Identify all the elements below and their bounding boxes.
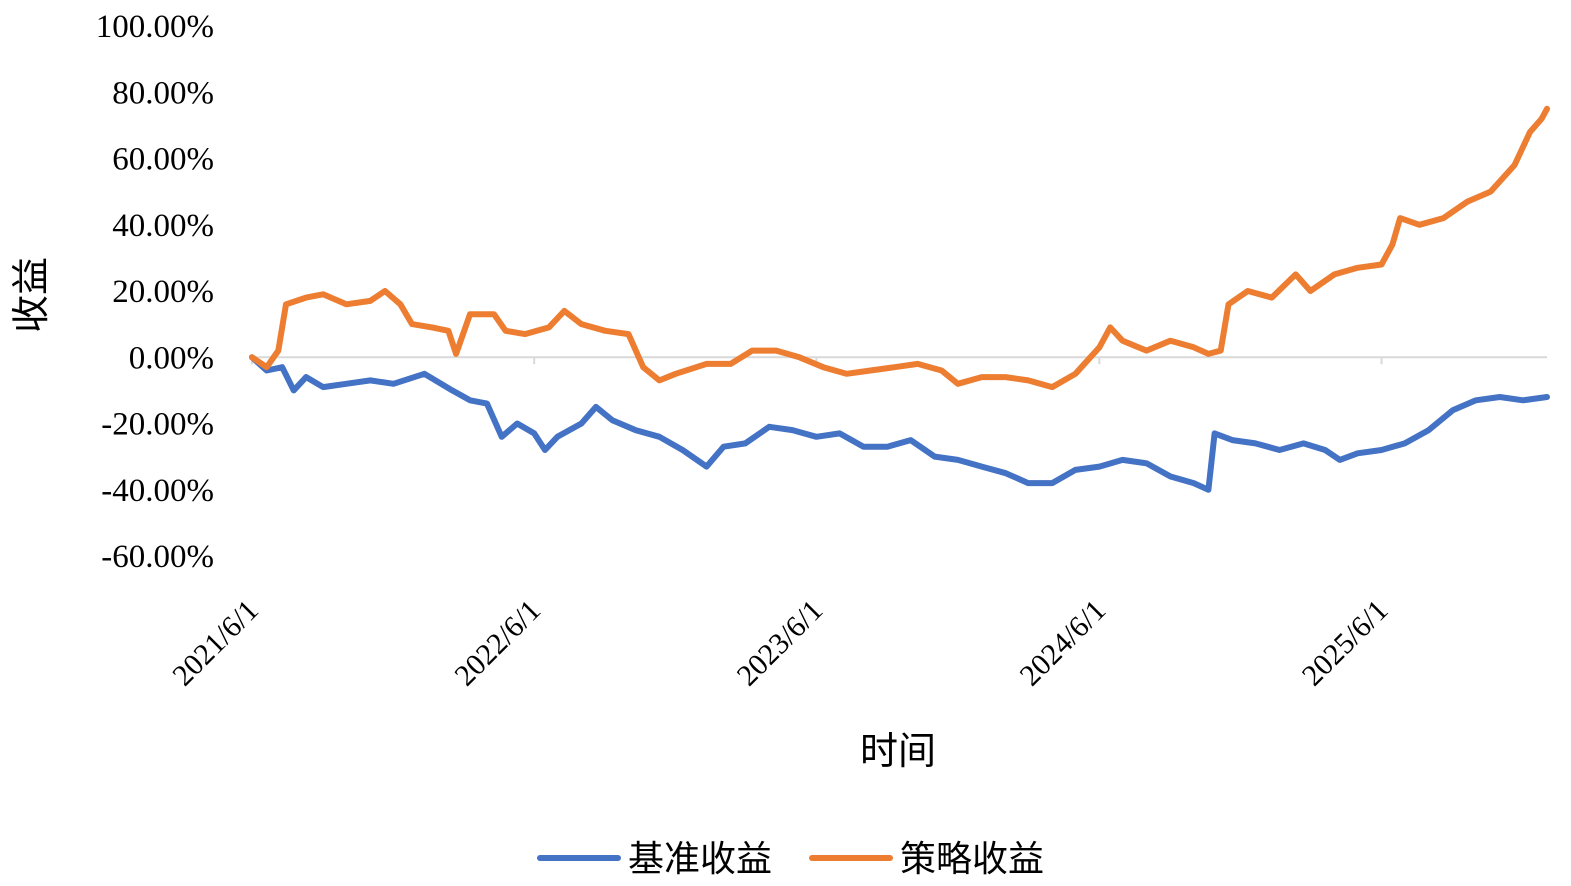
y-tick-label: -20.00%: [101, 407, 214, 443]
x-tick-label: 2024/6/1: [1014, 594, 1113, 693]
y-tick-label: 0.00%: [129, 340, 214, 376]
x-tick-label: 2021/6/1: [166, 594, 265, 693]
series-line-2: [249, 105, 1550, 391]
y-tick-label: 80.00%: [112, 75, 214, 111]
legend-label-2: 策略收益: [900, 839, 1044, 879]
y-tick-label: -40.00%: [101, 473, 214, 509]
legend-label-1: 基准收益: [628, 839, 772, 879]
y-tick-label: -60.00%: [101, 539, 214, 575]
x-axis-tick-labels: 2021/6/1 2022/6/1 2023/6/1 2024/6/1 2025/6/1: [166, 594, 1394, 693]
x-axis-title: 时间: [860, 731, 936, 773]
series-line-1: [249, 354, 1550, 493]
x-tick-label: 2022/6/1: [448, 594, 547, 693]
x-tick-label: 2025/6/1: [1296, 594, 1395, 693]
series-lines: [249, 105, 1550, 493]
y-tick-label: 100.00%: [96, 9, 214, 45]
y-axis-title: 收益: [11, 257, 53, 333]
y-axis-tick-labels: 100.00% 80.00% 60.00% 40.00% 20.00% 0.00% -20.…: [96, 9, 214, 575]
plot-area: [249, 105, 1550, 493]
x-tick-label: 2023/6/1: [731, 594, 830, 693]
y-tick-label: 20.00%: [112, 274, 214, 310]
y-tick-label: 40.00%: [112, 208, 214, 244]
legend: 基准收益 策略收益: [537, 839, 1044, 879]
y-tick-label: 60.00%: [112, 142, 214, 178]
